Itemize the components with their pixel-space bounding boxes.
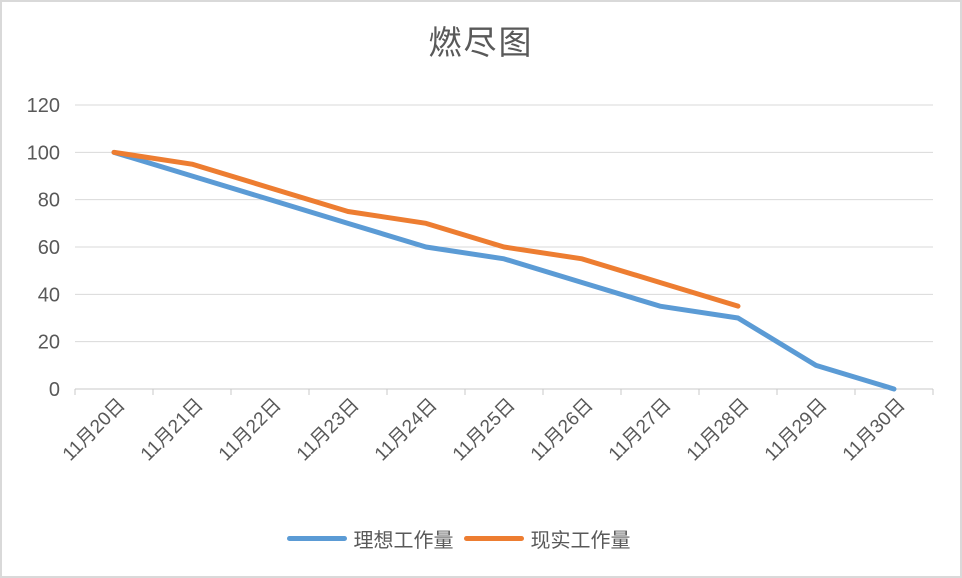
- x-axis-label: 11月24日: [371, 395, 442, 466]
- x-axis-label: 11月26日: [527, 395, 598, 466]
- y-axis-label: 100: [27, 142, 60, 164]
- x-axis-label: 11月30日: [839, 395, 910, 466]
- legend-swatch-ideal: [286, 536, 347, 541]
- legend-label-ideal: 理想工作量: [353, 528, 454, 552]
- y-axis-label: 20: [38, 332, 60, 354]
- series-line-ideal[interactable]: [111, 149, 897, 392]
- chart-title: 燃尽图: [428, 23, 534, 62]
- legend-item-ideal[interactable]: 理想工作量: [286, 524, 454, 553]
- legend-swatch-actual: [463, 536, 524, 541]
- y-axis-label: 60: [38, 237, 60, 259]
- x-axis-label: 11月22日: [215, 395, 286, 466]
- x-axis-label: 11月25日: [449, 395, 520, 466]
- x-axis-label: 11月23日: [293, 395, 364, 466]
- x-axis-label: 11月27日: [605, 395, 676, 466]
- legend-label-actual: 现实工作量: [530, 528, 631, 552]
- x-axis-label: 11月28日: [683, 395, 754, 466]
- y-axis-label: 80: [38, 190, 60, 212]
- x-axis-label: 11月21日: [137, 395, 208, 466]
- legend-item-actual[interactable]: 现实工作量: [463, 524, 631, 553]
- x-axis-label: 11月29日: [761, 395, 832, 466]
- x-axis-label: 11月20日: [59, 395, 130, 466]
- chart-legend: 理想工作量 现实工作量: [2, 524, 960, 553]
- y-axis-label: 0: [49, 379, 60, 401]
- series-line-actual[interactable]: [111, 149, 741, 309]
- y-axis-label: 120: [27, 95, 60, 117]
- y-axis-label: 40: [38, 284, 60, 306]
